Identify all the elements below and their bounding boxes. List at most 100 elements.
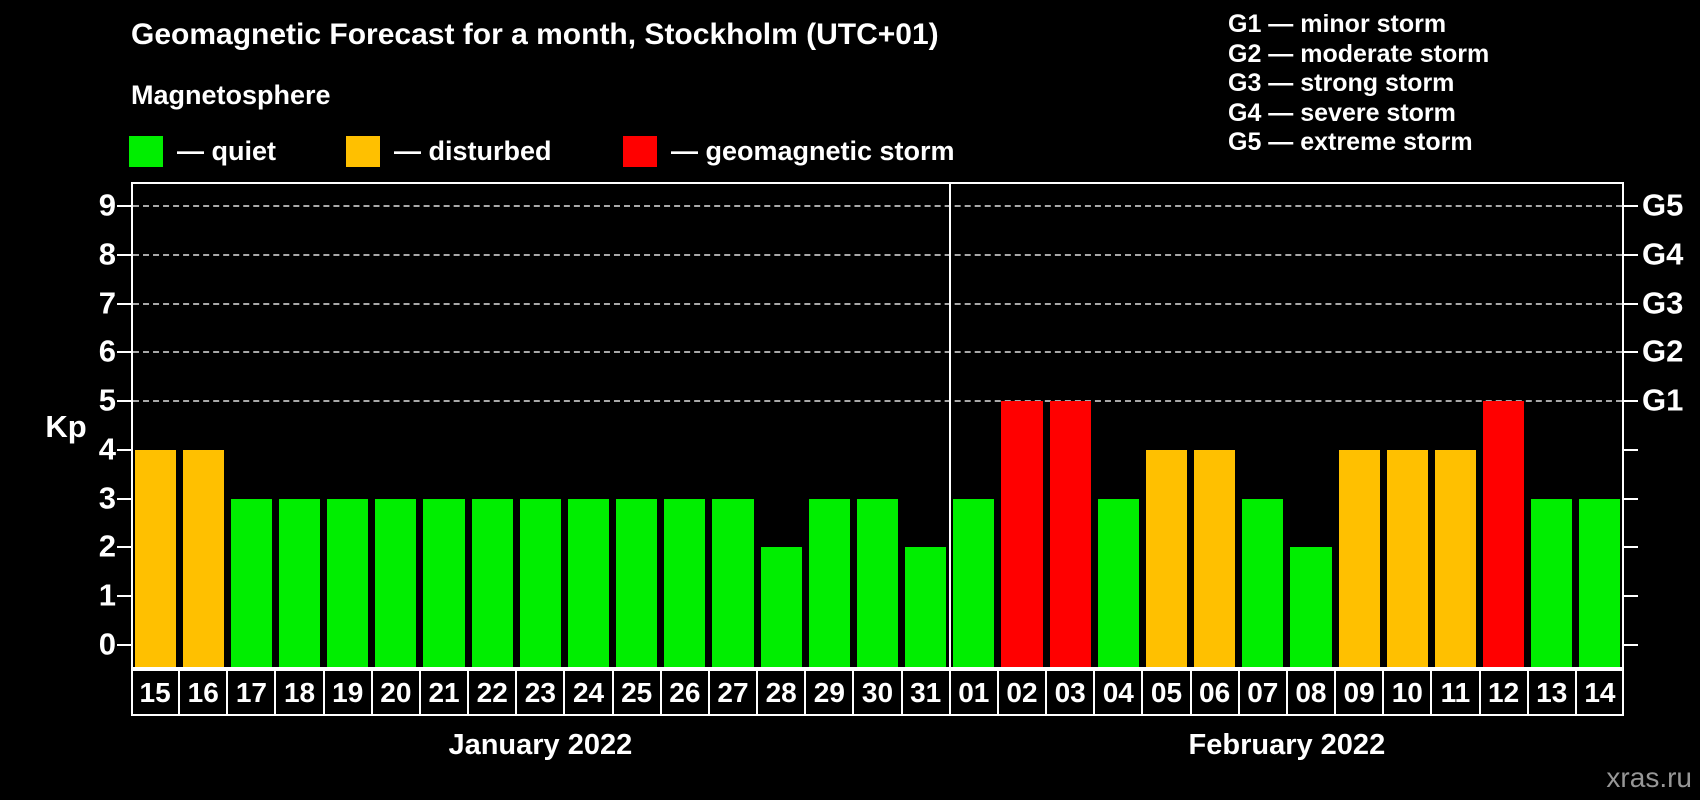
kp-bar-day-06 bbox=[1194, 449, 1236, 667]
day-cell-separator bbox=[804, 669, 807, 716]
day-label-band bbox=[131, 669, 1624, 716]
g-axis-label: G3 bbox=[1642, 285, 1684, 321]
watermark-xras: xras.ru bbox=[1606, 762, 1692, 793]
day-cell-separator bbox=[852, 669, 855, 716]
day-cell-separator bbox=[467, 669, 470, 716]
y-axis-tick bbox=[1624, 594, 1638, 597]
y-axis-tick-label: 0 bbox=[98, 625, 116, 661]
day-cell-separator bbox=[1478, 669, 1481, 716]
y-axis-tick bbox=[1624, 205, 1638, 208]
y-axis-tick bbox=[1624, 448, 1638, 451]
day-label-cell: 31 bbox=[910, 677, 942, 708]
legend-swatch-quiet bbox=[129, 135, 163, 167]
day-label-cell: 30 bbox=[861, 677, 894, 708]
kp-bar-day-21 bbox=[423, 498, 465, 667]
day-label-cell: 25 bbox=[621, 677, 653, 708]
month-label-january: January 2022 bbox=[448, 729, 633, 761]
kp-bar-day-11 bbox=[1434, 449, 1476, 667]
day-label-cell: 21 bbox=[428, 677, 460, 708]
gridline bbox=[133, 351, 1622, 354]
kp-bar-day-14 bbox=[1579, 498, 1621, 667]
day-label-cell: 28 bbox=[765, 677, 797, 708]
day-label-cell: 01 bbox=[958, 677, 990, 708]
y-axis-tick-label: 5 bbox=[98, 382, 116, 418]
y-axis-tick bbox=[117, 546, 131, 549]
kp-bar-day-31 bbox=[905, 547, 947, 667]
y-axis-tick-label: 6 bbox=[98, 333, 116, 369]
day-label-cell: 14 bbox=[1584, 677, 1616, 708]
day-cell-separator bbox=[611, 669, 614, 716]
g-legend-line: G5 — extreme storm bbox=[1228, 128, 1473, 156]
day-label-cell: 27 bbox=[717, 677, 749, 708]
y-axis-tick bbox=[1624, 254, 1638, 257]
kp-bar-day-02 bbox=[1001, 401, 1043, 667]
day-cell-separator bbox=[1045, 669, 1048, 716]
day-label-cell: 23 bbox=[524, 677, 556, 708]
day-cell-separator bbox=[1382, 669, 1385, 716]
day-label-cell: 13 bbox=[1536, 677, 1568, 708]
y-axis-tick bbox=[1624, 497, 1638, 500]
legend-item-storm: — geomagnetic storm bbox=[623, 135, 955, 167]
day-label-cell: 19 bbox=[332, 677, 364, 708]
day-label-cell: 17 bbox=[235, 677, 267, 708]
day-label-cell: 29 bbox=[813, 677, 845, 708]
day-cell-separator bbox=[178, 669, 181, 716]
y-axis-tick bbox=[1624, 302, 1638, 305]
y-axis-tick bbox=[117, 594, 131, 597]
kp-bar-day-24 bbox=[567, 498, 610, 667]
kp-axis-label: Kp bbox=[45, 409, 87, 444]
day-label-cell: 09 bbox=[1343, 677, 1375, 708]
day-label-cell: 12 bbox=[1488, 677, 1520, 708]
day-label-cell: 18 bbox=[283, 677, 316, 708]
month-separator-line bbox=[948, 182, 951, 669]
legend-label-quiet: — quiet bbox=[177, 135, 276, 166]
y-axis-tick bbox=[1624, 546, 1638, 549]
y-axis-tick bbox=[1624, 400, 1638, 403]
day-cell-separator bbox=[1093, 669, 1096, 716]
y-axis-tick bbox=[117, 351, 131, 354]
kp-bar-day-05 bbox=[1145, 449, 1188, 667]
day-cell-separator bbox=[370, 669, 373, 716]
day-cell-separator bbox=[1430, 669, 1433, 716]
g-legend-line: G2 — moderate storm bbox=[1228, 39, 1490, 68]
gridline bbox=[133, 400, 1622, 403]
legend-item-disturbed: — disturbed bbox=[346, 135, 552, 167]
kp-bar-day-23 bbox=[519, 498, 561, 667]
g-axis-label: G4 bbox=[1642, 236, 1684, 272]
day-cell-separator bbox=[1574, 669, 1577, 716]
day-cell-separator bbox=[659, 669, 662, 716]
legend-swatch-disturbed bbox=[346, 135, 380, 167]
day-label-cell: 24 bbox=[572, 677, 605, 708]
legend-item-quiet: — quiet bbox=[129, 135, 276, 167]
y-axis-tick bbox=[117, 302, 131, 305]
kp-bar-day-09 bbox=[1338, 449, 1380, 667]
day-cell-separator bbox=[707, 669, 710, 716]
y-axis-tick bbox=[117, 643, 131, 646]
day-cell-separator bbox=[515, 669, 518, 716]
legend-label-storm: — geomagnetic storm bbox=[671, 135, 955, 166]
y-axis-tick bbox=[117, 400, 131, 403]
gridline bbox=[133, 302, 1622, 305]
day-cell-separator bbox=[948, 669, 951, 716]
month-label-february: February 2022 bbox=[1188, 729, 1386, 761]
kp-bar-day-22 bbox=[471, 498, 513, 667]
day-label-cell: 10 bbox=[1391, 677, 1423, 708]
day-cell-separator bbox=[226, 669, 229, 716]
kp-bar-day-26 bbox=[664, 498, 706, 667]
kp-bar-day-19 bbox=[327, 498, 369, 667]
day-cell-separator bbox=[756, 669, 759, 716]
day-label-cell: 11 bbox=[1440, 677, 1471, 708]
day-cell-separator bbox=[274, 669, 277, 716]
day-label-cell: 06 bbox=[1199, 677, 1231, 708]
kp-bar-day-28 bbox=[760, 547, 802, 667]
day-cell-separator bbox=[1285, 669, 1288, 716]
chart-subtitle: Magnetosphere bbox=[131, 80, 331, 110]
kp-bar-day-29 bbox=[808, 498, 850, 667]
y-axis-tick-label: 2 bbox=[98, 528, 116, 564]
day-label-cell: 03 bbox=[1054, 677, 1086, 708]
chart-title: Geomagnetic Forecast for a month, Stockh… bbox=[131, 18, 939, 51]
g-scale-legend: G1 — minor storm G2 — moderate storm G3 — … bbox=[1228, 10, 1489, 158]
kp-bar-day-08 bbox=[1290, 547, 1332, 667]
day-label-cell: 20 bbox=[380, 677, 412, 708]
gridline bbox=[133, 205, 1622, 208]
